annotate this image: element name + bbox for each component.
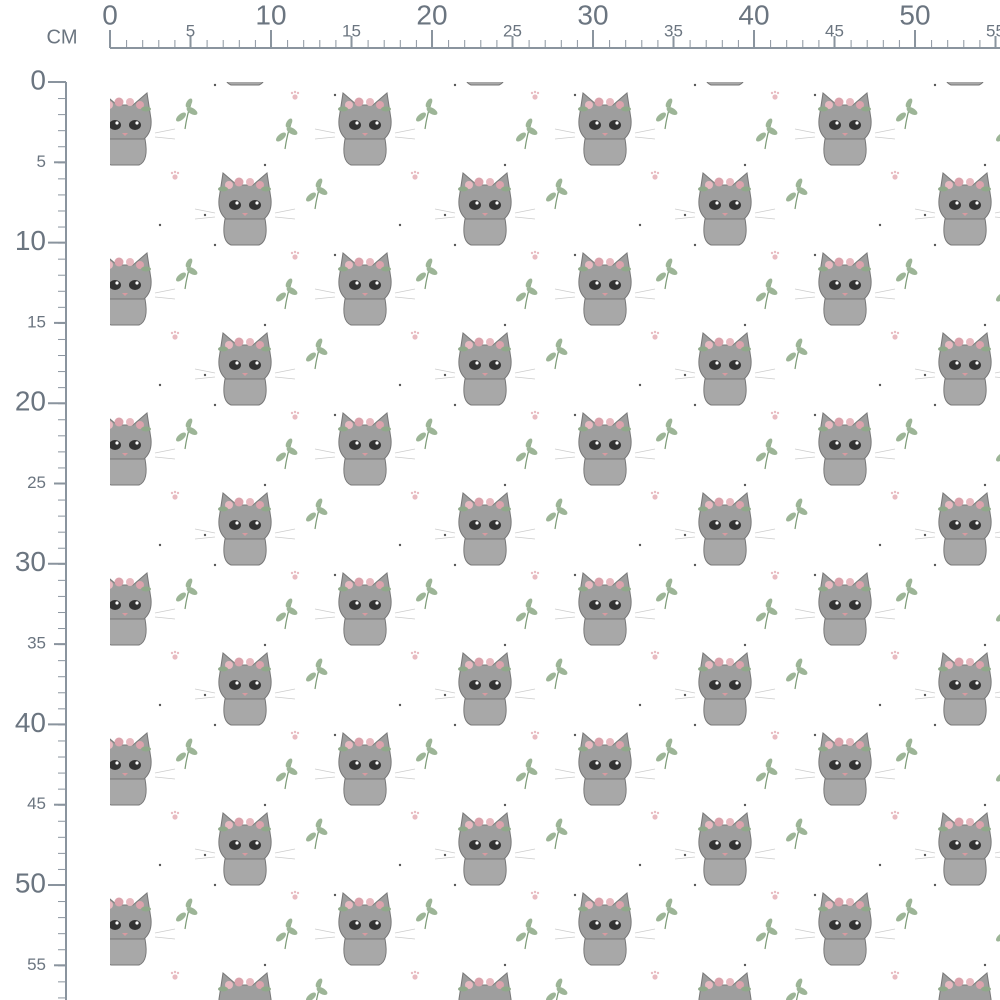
left-ruler-label: 20: [15, 386, 46, 417]
top-ruler-minor-ticks: [110, 40, 1000, 48]
left-ruler-label: 5: [37, 152, 46, 171]
top-ruler-label: 40: [738, 0, 769, 30]
top-ruler-label: 45: [825, 21, 844, 40]
top-ruler-label: 10: [255, 0, 286, 30]
fabric-pattern: [110, 82, 1000, 1000]
top-ruler-label: 15: [342, 21, 361, 40]
left-ruler-label: 35: [27, 634, 46, 653]
top-ruler-label: 20: [416, 0, 447, 30]
top-ruler-label: 35: [664, 21, 683, 40]
unit-label: CM: [46, 26, 77, 48]
top-ruler-label: 55: [986, 21, 1000, 40]
left-ruler-label: 15: [27, 312, 46, 331]
top-ruler-label: 50: [899, 0, 930, 30]
left-ruler-minor-ticks: [58, 82, 66, 1000]
left-ruler-label: 10: [15, 225, 46, 256]
top-ruler-label: 5: [186, 21, 195, 40]
left-ruler-label: 50: [15, 867, 46, 898]
left-ruler-label: 40: [15, 707, 46, 738]
left-ruler-label: 0: [30, 64, 46, 95]
left-ruler-label: 30: [15, 546, 46, 577]
left-ruler-label: 55: [27, 955, 46, 974]
top-ruler-label: 25: [503, 21, 522, 40]
left-ruler-label: 45: [27, 794, 46, 813]
left-ruler-label: 25: [27, 473, 46, 492]
top-ruler-label: 30: [577, 0, 608, 30]
top-ruler-label: 0: [102, 0, 118, 30]
rulers: 0 5 10 15 20 25 30 35 40 45 50 55 0 5 10 15 20 25 30 35 40 45…: [15, 0, 1000, 974]
